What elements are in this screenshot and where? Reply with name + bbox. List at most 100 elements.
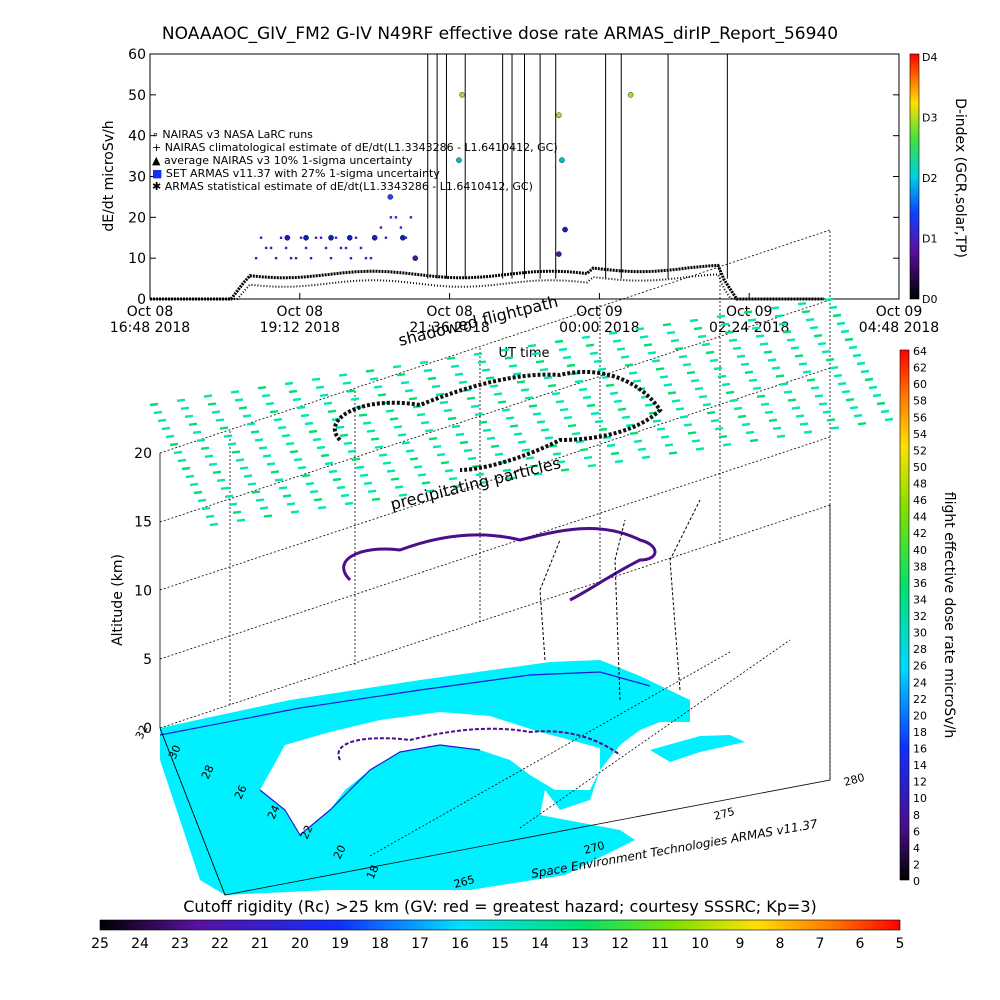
particle-mark <box>733 406 743 411</box>
cutoff-tick-label: 15 <box>491 936 509 952</box>
particle-mark <box>300 413 310 418</box>
particle-mark <box>778 322 788 326</box>
particle-mark <box>332 477 342 482</box>
latitude-tick-label: 20 <box>331 843 349 861</box>
particle-mark <box>585 343 595 347</box>
dindex-tick-label: D2 <box>922 172 937 185</box>
particle-mark <box>529 464 539 468</box>
particle-mark <box>701 342 711 347</box>
armas-band-marker <box>364 256 368 260</box>
particle-mark <box>450 364 460 368</box>
latitude-ticks: 32 30 28 26 24 22 20 18 <box>133 723 382 881</box>
particle-mark <box>284 381 294 386</box>
particle-mark <box>527 344 537 348</box>
particle-mark <box>486 436 496 440</box>
particle-mark <box>374 445 384 449</box>
particle-mark <box>273 418 283 422</box>
z-tick-label: 5 <box>143 652 152 668</box>
particle-mark <box>346 389 356 393</box>
cutoff-tick-label: 16 <box>451 936 469 952</box>
dindex-colorbar <box>909 53 920 300</box>
particle-mark <box>783 390 793 394</box>
z-axis-label: Altitude (km) <box>110 554 126 646</box>
x-tick-day: Oct 08 <box>277 304 323 320</box>
particle-mark <box>481 368 491 372</box>
dose-tick-label: 42 <box>913 527 927 540</box>
particle-mark <box>474 412 484 416</box>
particle-mark <box>698 395 708 399</box>
particle-mark <box>192 430 202 434</box>
particle-mark <box>185 474 195 479</box>
particle-mark <box>616 347 626 351</box>
particle-mark <box>548 444 558 448</box>
particle-mark <box>512 372 522 376</box>
particle-mark <box>209 522 219 527</box>
y-tick-label: 20 <box>128 210 146 226</box>
particle-mark <box>589 351 599 355</box>
particle-mark <box>234 398 244 402</box>
legend-entry-4: ■ SET ARMAS v11.37 with 27% 1-sigma unce… <box>152 167 440 180</box>
particle-mark <box>412 405 422 409</box>
particle-mark <box>849 406 859 410</box>
particle-mark <box>201 506 211 511</box>
particle-mark <box>578 387 588 392</box>
particle-mark <box>419 360 429 365</box>
particle-mark <box>196 438 206 442</box>
armas-band-marker <box>264 246 268 250</box>
particle-mark <box>744 370 754 374</box>
particle-mark <box>420 421 430 425</box>
dose-tick-label: 32 <box>913 610 927 623</box>
particle-mark <box>259 506 269 510</box>
armas-band-marker <box>394 216 398 219</box>
particle-mark <box>236 518 246 522</box>
dindex-tick-label: D3 <box>922 112 937 125</box>
cutoff-tick-label: 5 <box>896 936 905 952</box>
particle-mark <box>620 355 630 359</box>
particle-mark <box>566 363 576 368</box>
particle-mark <box>409 457 419 461</box>
dose-tick-label: 6 <box>913 825 920 838</box>
particle-mark <box>587 464 597 468</box>
particle-mark <box>521 448 531 452</box>
particle-mark <box>853 414 863 418</box>
armas-data-point <box>412 255 419 261</box>
particle-mark <box>270 470 280 474</box>
particle-mark <box>641 455 651 459</box>
particle-mark <box>581 335 591 339</box>
armas-band-marker <box>284 246 288 250</box>
particle-mark <box>369 377 379 381</box>
particle-mark <box>605 383 615 387</box>
cutoff-tick-label: 22 <box>211 936 229 952</box>
particle-mark <box>567 424 577 428</box>
particle-mark <box>432 445 442 449</box>
particle-mark <box>571 432 581 436</box>
dose-tick-label: 36 <box>913 577 927 590</box>
particle-mark <box>394 485 404 489</box>
data-lines <box>150 54 825 301</box>
particle-mark <box>215 418 225 422</box>
dose-tick-label: 46 <box>913 494 927 507</box>
particle-mark <box>691 439 701 443</box>
particle-mark <box>560 468 570 472</box>
particle-mark <box>629 431 639 435</box>
particle-mark <box>593 359 603 363</box>
latitude-tick-label: 28 <box>199 763 217 781</box>
particle-mark <box>720 322 730 326</box>
particle-mark <box>343 441 353 445</box>
particle-mark <box>795 414 805 418</box>
particle-mark <box>370 437 380 441</box>
particle-mark <box>386 469 396 473</box>
particle-mark <box>447 416 457 421</box>
particle-mark <box>787 398 797 402</box>
particle-mark <box>509 424 519 428</box>
particle-mark <box>367 489 377 493</box>
particle-mark <box>265 402 275 406</box>
particle-mark <box>841 390 851 394</box>
armas-data-point <box>556 112 562 119</box>
dindex-tick-label: D1 <box>922 233 937 246</box>
dose-tick-label: 48 <box>913 478 927 491</box>
particle-mark <box>355 465 365 469</box>
particle-mark <box>439 400 449 405</box>
particle-mark <box>837 382 847 386</box>
